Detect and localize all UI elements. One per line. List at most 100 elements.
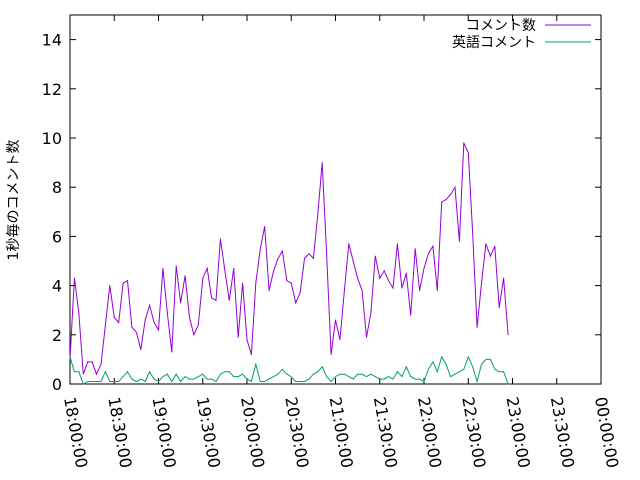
legend-label: 英語コメント <box>452 34 536 51</box>
series-lines <box>69 142 509 385</box>
data-point <box>445 199 447 200</box>
data-point <box>472 233 474 235</box>
data-point <box>264 226 266 228</box>
x-tick-label: 21:30:00 <box>370 395 401 469</box>
data-point <box>343 290 345 292</box>
data-point <box>321 162 323 164</box>
data-point <box>215 381 217 383</box>
data-point <box>175 373 177 375</box>
data-point <box>281 368 283 370</box>
data-point <box>361 290 363 292</box>
series-english-comments <box>69 355 509 385</box>
data-point <box>91 361 93 363</box>
data-point <box>237 336 239 338</box>
data-point <box>489 358 491 360</box>
data-point <box>396 371 398 373</box>
data-point <box>158 381 159 383</box>
data-point <box>401 376 403 378</box>
data-point <box>286 373 288 375</box>
data-point <box>131 326 133 328</box>
data-point <box>104 371 106 373</box>
y-tick-label: 6 <box>52 227 62 246</box>
data-point <box>299 292 301 294</box>
data-point <box>153 322 155 323</box>
data-point <box>188 317 190 319</box>
data-point <box>370 312 372 314</box>
data-point <box>441 201 443 203</box>
x-tick-label: 23:00:00 <box>503 395 534 469</box>
data-point <box>445 363 447 365</box>
y-axis: 0 2 4 6 8 10 12 14 <box>42 31 601 394</box>
data-point <box>250 381 252 383</box>
data-point <box>96 373 98 375</box>
data-point <box>78 312 80 314</box>
data-point <box>73 277 75 279</box>
data-point <box>69 356 71 358</box>
series-total-comments <box>69 142 509 376</box>
data-point <box>184 275 186 277</box>
data-point <box>224 270 226 272</box>
data-point <box>396 243 398 245</box>
data-point <box>224 371 226 373</box>
data-point <box>481 363 483 365</box>
data-point <box>118 322 120 323</box>
data-point <box>246 339 248 341</box>
data-point <box>427 253 429 255</box>
data-point <box>476 326 478 328</box>
data-point <box>507 334 509 336</box>
data-point <box>454 186 456 188</box>
data-point <box>286 280 288 282</box>
y-tick-label: 14 <box>42 31 62 50</box>
data-point <box>73 371 75 373</box>
data-point <box>193 334 195 336</box>
data-point <box>242 282 244 284</box>
data-point <box>193 378 195 380</box>
data-point <box>149 371 151 373</box>
plot-area <box>69 14 602 385</box>
data-point <box>197 324 199 326</box>
data-point <box>392 287 394 289</box>
data-point <box>352 378 354 380</box>
data-point <box>308 253 310 255</box>
data-point <box>463 142 465 144</box>
data-point <box>82 383 84 385</box>
data-point <box>357 373 359 375</box>
data-point <box>312 373 314 375</box>
data-point <box>383 378 385 380</box>
data-point <box>507 383 509 385</box>
data-point <box>401 287 403 289</box>
data-point <box>436 290 438 292</box>
data-point <box>82 373 84 375</box>
data-point <box>450 376 452 378</box>
series-line <box>69 142 509 376</box>
y-tick-label: 0 <box>52 375 62 394</box>
data-point <box>374 255 376 257</box>
data-point <box>228 299 230 301</box>
data-point <box>268 378 270 380</box>
data-point <box>339 339 341 341</box>
data-point <box>144 381 146 383</box>
data-point <box>423 381 425 383</box>
data-point <box>357 277 359 279</box>
x-tick-label: 22:00:00 <box>414 395 445 469</box>
data-point <box>259 381 261 383</box>
data-point <box>436 371 438 373</box>
data-point <box>242 373 244 375</box>
data-point <box>188 378 190 380</box>
x-tick-label: 19:00:00 <box>149 395 180 469</box>
data-point <box>450 194 452 196</box>
data-point <box>388 280 390 282</box>
data-point <box>264 381 266 383</box>
data-point <box>140 349 142 351</box>
data-point <box>365 376 367 378</box>
x-tick-label: 00:00:00 <box>591 395 622 469</box>
data-point <box>206 267 208 269</box>
data-point <box>158 329 159 331</box>
x-axis: 18:00:00 18:30:00 19:00:00 19:30:00 20:00:00… <box>60 15 622 469</box>
data-point <box>180 381 182 383</box>
data-point <box>122 282 124 284</box>
data-point <box>166 312 168 314</box>
data-point <box>481 282 483 284</box>
